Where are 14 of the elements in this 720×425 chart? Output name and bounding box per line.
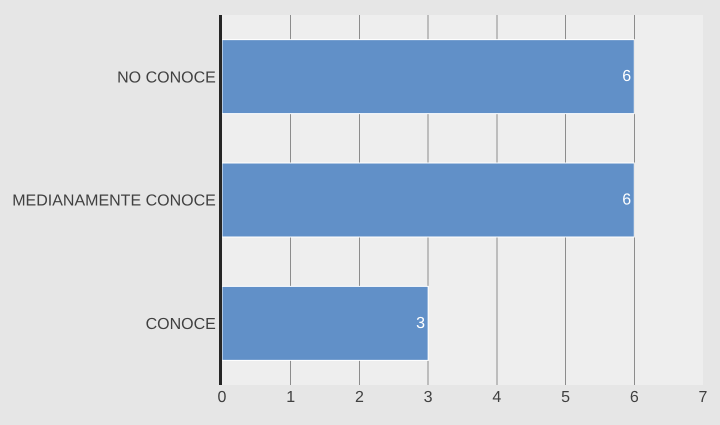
x-tick-label: 2 [354,389,364,406]
x-tick-label: 7 [698,389,708,406]
x-tick-label: 1 [286,389,296,406]
y-tick-label: MEDIANAMENTE CONOCE [12,192,216,210]
data-label: 3 [416,314,426,332]
y-tick-label: CONOCE [146,316,216,333]
x-tick-label: 0 [218,389,227,406]
x-tick-label: 3 [424,389,433,406]
x-tick-label: 5 [561,389,570,406]
y-tick-label: NO CONOCE [117,69,216,86]
data-label: 6 [622,192,632,208]
data-label: 6 [622,68,632,86]
x-tick-label: 6 [630,389,639,406]
x-tick-label: 4 [492,389,502,406]
